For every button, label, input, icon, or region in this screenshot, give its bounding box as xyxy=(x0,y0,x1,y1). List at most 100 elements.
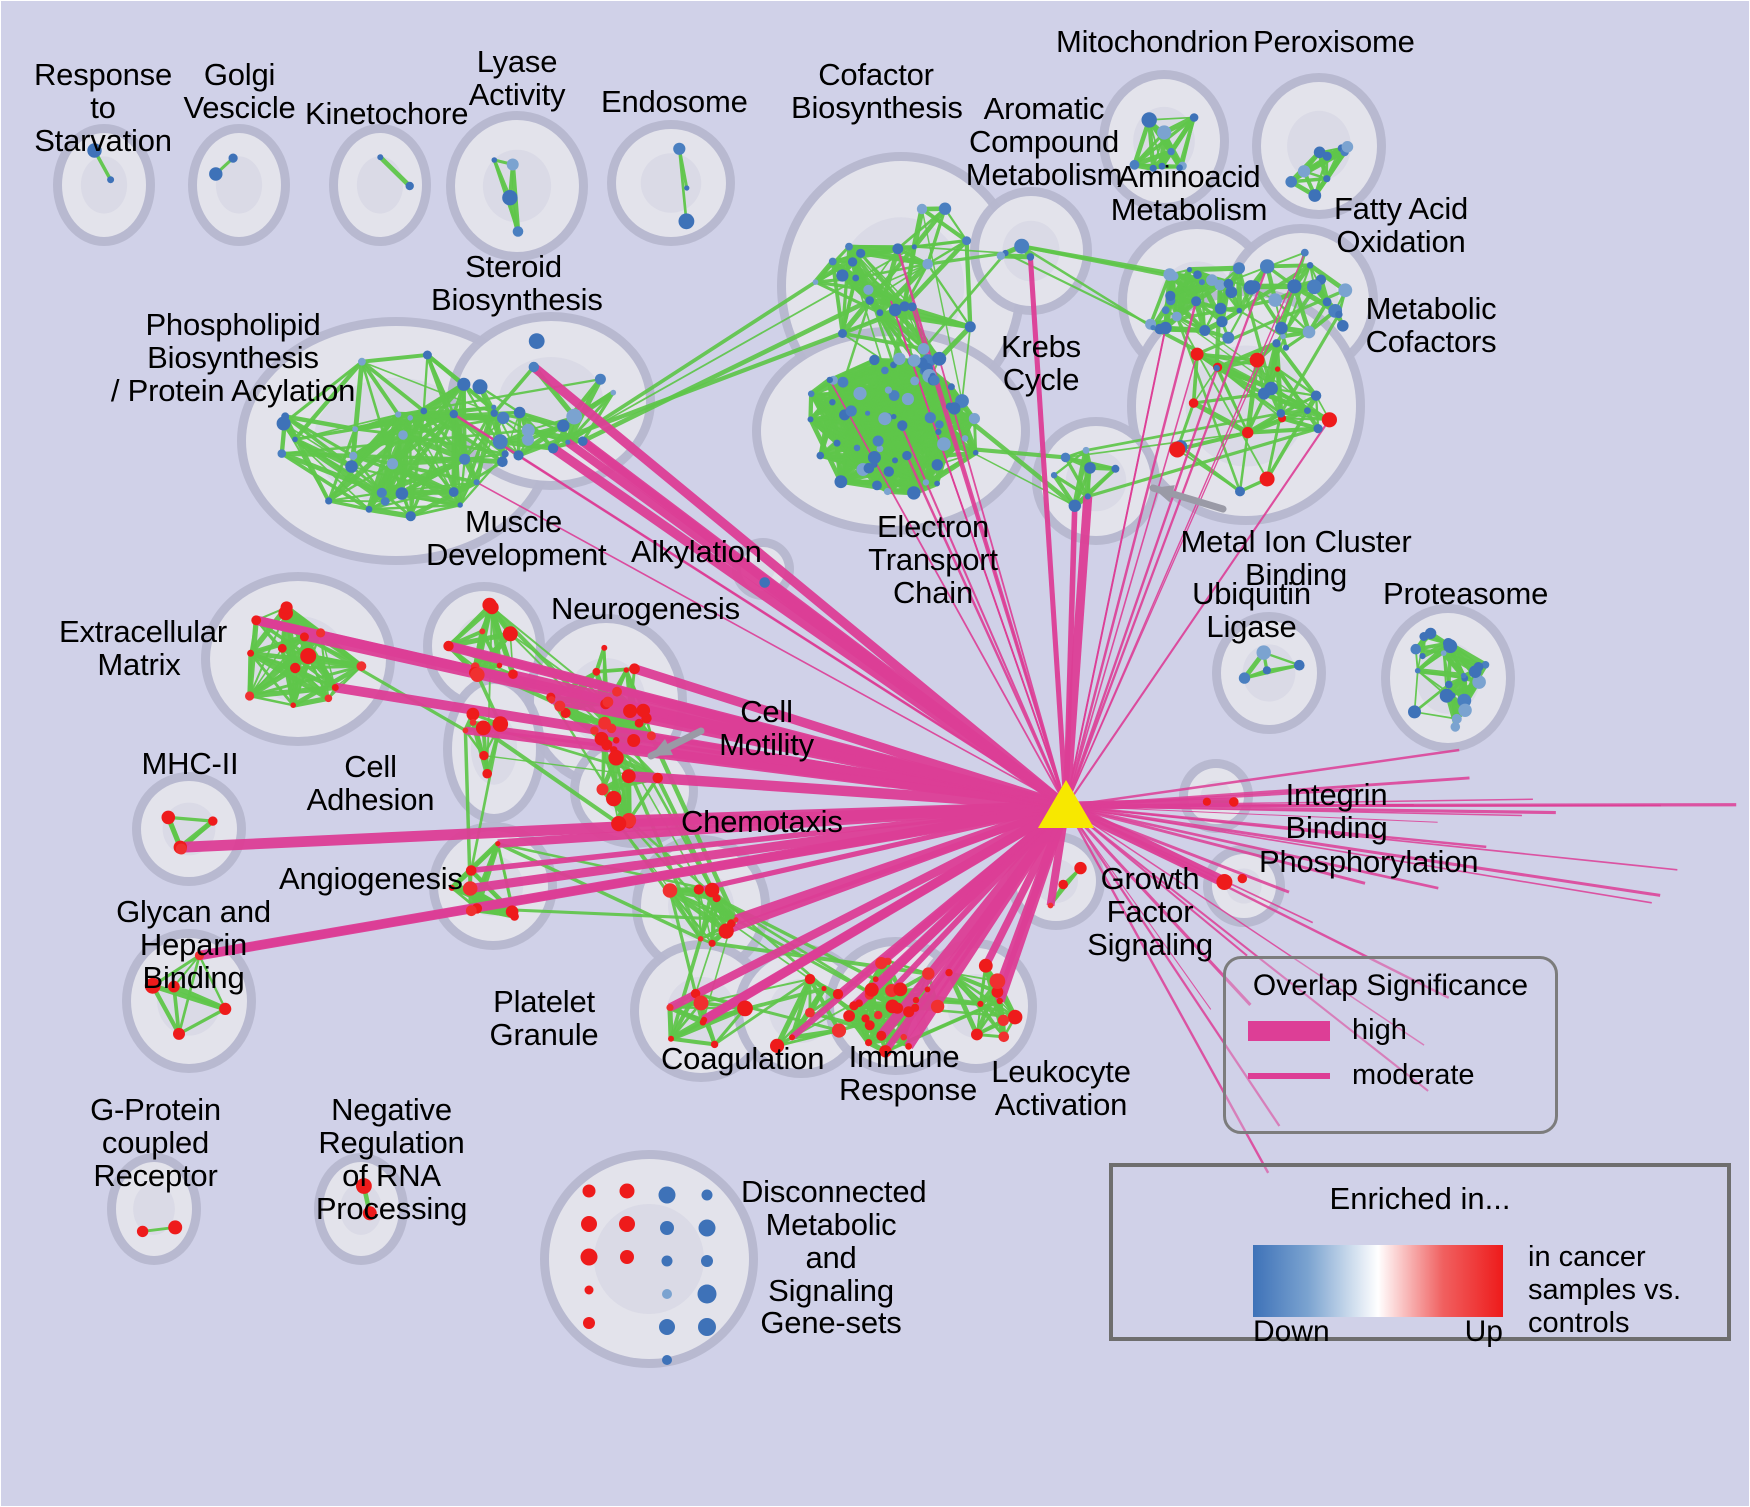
gene-set-node xyxy=(251,615,262,626)
inter-cluster-edge xyxy=(914,246,1006,254)
overlap-edge xyxy=(368,503,461,511)
gene-set-node xyxy=(1280,333,1286,340)
gene-set-node xyxy=(733,917,739,923)
overlap-edge xyxy=(1308,263,1347,293)
gene-set-node xyxy=(863,284,874,295)
overlap-edge xyxy=(849,410,871,469)
gene-set-node xyxy=(805,1007,815,1018)
inter-cluster-edge xyxy=(921,208,963,402)
overlap-edge xyxy=(1200,282,1207,331)
gene-set-node xyxy=(465,865,477,876)
disconnected-gene-set-node xyxy=(619,1216,635,1232)
gene-set-node xyxy=(1264,381,1278,396)
gene-set-node xyxy=(899,301,910,312)
disconnected-gene-set-node xyxy=(581,1216,597,1232)
gene-set-node xyxy=(1249,352,1265,368)
gene-set-node xyxy=(888,390,900,401)
gene-set-node xyxy=(1282,344,1290,351)
gene-set-node xyxy=(1313,424,1323,434)
overlap-edge xyxy=(855,262,928,280)
gene-set-node xyxy=(908,354,921,367)
gene-set-node xyxy=(277,643,287,653)
gene-set-node xyxy=(362,1206,377,1221)
gene-set-node xyxy=(608,750,624,766)
gene-set-node xyxy=(875,957,888,970)
gene-set-node xyxy=(804,973,816,985)
overlap-edge xyxy=(1177,116,1196,169)
gene-set-node xyxy=(1058,879,1068,890)
overlap-edge xyxy=(249,664,362,698)
gene-set-node xyxy=(611,816,627,832)
gene-set-node xyxy=(465,905,477,917)
gene-set-node xyxy=(470,667,485,682)
disconnected-gene-set-node xyxy=(580,1248,598,1266)
gene-set-node xyxy=(1050,472,1058,479)
inter-cluster-edge xyxy=(884,999,1001,1054)
overlap-edge xyxy=(327,413,400,503)
gene-set-node xyxy=(358,357,366,366)
gene-set-node xyxy=(634,718,644,728)
overlap-edge xyxy=(814,280,881,315)
gene-set-node xyxy=(528,333,545,349)
gene-set-node xyxy=(1216,316,1228,328)
hub-edge xyxy=(476,481,1067,807)
gene-set-node xyxy=(356,1178,372,1194)
hub-edge xyxy=(1065,803,1737,808)
gene-set-node xyxy=(888,303,902,317)
gene-set-node xyxy=(1457,693,1472,708)
overlap-edge xyxy=(1148,273,1172,325)
overlap-edge xyxy=(173,954,201,988)
overlap-edge xyxy=(1053,473,1089,498)
disconnected-gene-set-node xyxy=(582,1184,596,1198)
cluster-halo-inner xyxy=(482,149,552,223)
gene-set-node xyxy=(759,577,770,588)
overlap-edge xyxy=(1278,285,1297,329)
overlap-edge xyxy=(1417,652,1445,672)
gene-set-node xyxy=(996,251,1005,260)
gene-set-node xyxy=(1272,339,1281,348)
hub-edge xyxy=(1065,804,1439,890)
gene-set-node xyxy=(867,451,881,464)
gene-set-node xyxy=(1259,471,1275,487)
gene-set-node xyxy=(684,185,690,191)
overlap-edge xyxy=(280,451,383,496)
gene-set-node xyxy=(872,976,879,983)
overlap-edge xyxy=(168,815,213,823)
overlap-edge xyxy=(1133,131,1166,166)
gene-set-node xyxy=(930,999,945,1014)
hub-edge xyxy=(464,726,1067,810)
gene-set-node xyxy=(869,354,880,366)
overlap-edge xyxy=(886,442,946,494)
gene-set-node xyxy=(395,411,402,418)
gene-set-node xyxy=(646,731,656,741)
overlap-edge xyxy=(423,409,454,416)
overlap-edge xyxy=(328,491,382,503)
hub-edge xyxy=(724,802,1068,935)
gene-set-node xyxy=(490,409,498,417)
cluster-halo-inner xyxy=(80,156,128,214)
gene-set-node xyxy=(922,479,930,486)
disconnected-gene-set-node xyxy=(701,1189,713,1201)
gene-set-node xyxy=(662,883,678,898)
gene-set-node xyxy=(697,936,704,942)
gene-set-node xyxy=(828,257,837,266)
gene-set-node xyxy=(968,413,981,425)
gene-set-node xyxy=(1176,164,1183,171)
overlap-edge xyxy=(937,325,973,361)
gene-set-node xyxy=(528,361,539,373)
inter-cluster-edge xyxy=(1196,288,1346,356)
gene-set-node xyxy=(1149,164,1157,172)
gene-set-node xyxy=(826,376,833,384)
gene-set-node xyxy=(492,434,508,450)
hub-edge xyxy=(1064,805,1270,1174)
overlap-edge xyxy=(1165,326,1205,333)
overlap-edge xyxy=(249,652,295,707)
gene-set-node xyxy=(578,436,588,447)
gene-set-node xyxy=(807,390,815,398)
arrow-head xyxy=(651,738,673,756)
enriched-legend-side-text: in cancer samples vs. controls xyxy=(1528,1241,1682,1340)
overlap-edge xyxy=(151,983,226,1012)
gene-set-node xyxy=(491,157,498,163)
gene-set-node xyxy=(1307,279,1322,295)
hub-edge xyxy=(1065,776,1470,808)
